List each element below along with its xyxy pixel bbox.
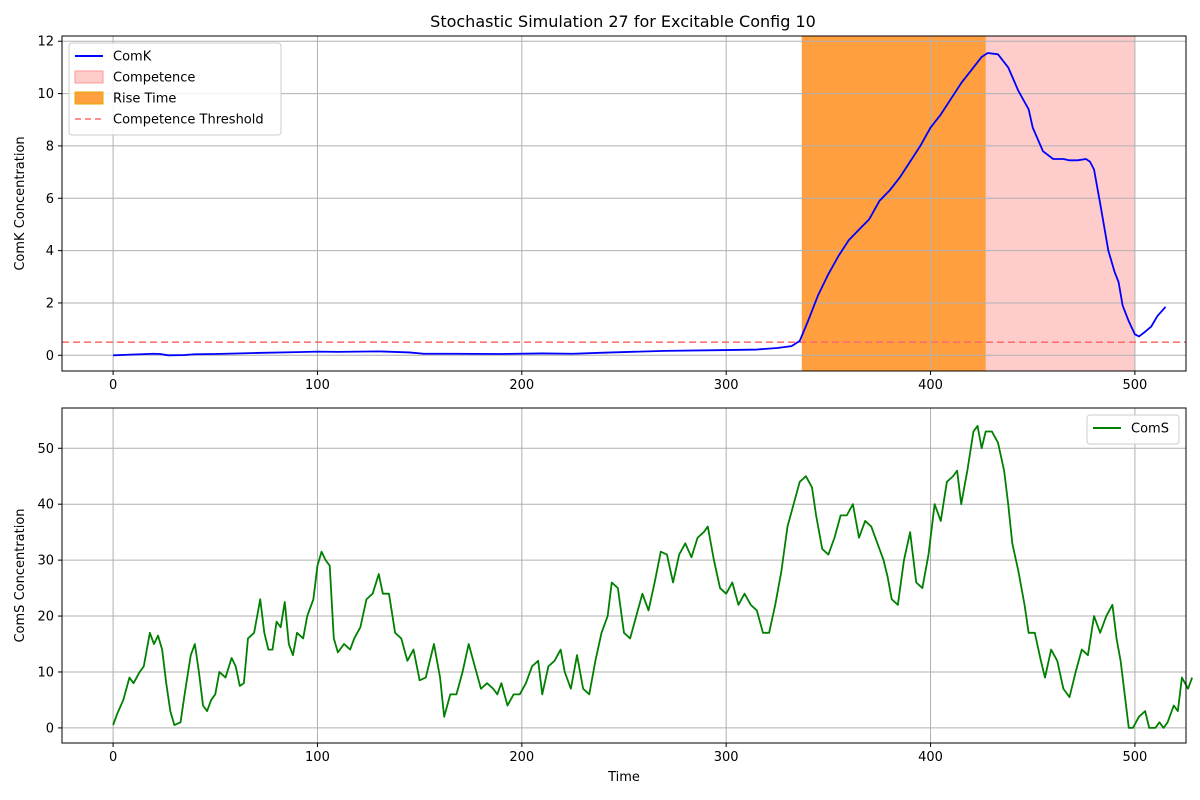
comk-x-tick-label: 100 <box>305 378 330 393</box>
coms-x-tick-label: 400 <box>918 750 943 765</box>
comk-legend-label-competence-threshold: Competence Threshold <box>113 113 264 128</box>
coms-x-tick-label: 500 <box>1122 750 1147 765</box>
coms-legend: ComS <box>1086 414 1180 445</box>
coms-y-tick-label: 50 <box>37 442 54 457</box>
comk-legend-label-rise-time: Rise Time <box>113 92 176 107</box>
comk-y-tick-label: 0 <box>46 349 54 364</box>
comk-series-line-comk <box>113 52 1167 357</box>
comk-x-tick-label: 0 <box>109 378 117 393</box>
chart-title: Stochastic Simulation 27 for Excitable C… <box>430 12 816 31</box>
comk-chart: 0 100 200 300 400 500 0 2 4 6 8 10 12 ComK Concentra… <box>13 35 1187 393</box>
comk-x-tick-label: 500 <box>1122 378 1147 393</box>
coms-chart: 0 100 200 300 400 500 0 10 20 30 40 50 ComS Concent… <box>13 407 1193 785</box>
comk-legend-swatch-competence <box>74 70 104 84</box>
comk-legend-label-comk: ComK <box>113 50 152 65</box>
x-axis-label: Time <box>607 770 640 785</box>
comk-legend-box <box>68 42 282 136</box>
coms-y-tick-label: 10 <box>37 665 54 680</box>
comk-y-tick-label: 4 <box>46 244 54 259</box>
coms-x-tick-label: 300 <box>714 750 739 765</box>
comk-x-tick-label: 200 <box>509 378 534 393</box>
coms-x-tick-label: 100 <box>305 750 330 765</box>
coms-y-tick-label: 20 <box>37 610 54 625</box>
coms-y-tick-label: 40 <box>37 498 54 513</box>
comk-legend-label-competence: Competence <box>113 71 195 86</box>
coms-y-axis-label: ComS Concentration <box>13 508 28 642</box>
coms-y-tick-label: 30 <box>37 554 54 569</box>
coms-y-tick-label: 0 <box>46 721 54 736</box>
coms-x-tick-label: 200 <box>509 750 534 765</box>
comk-y-tick-label: 12 <box>37 35 54 50</box>
comk-axes-frame <box>61 35 1187 372</box>
comk-legend-swatch-rise-time <box>74 91 104 105</box>
coms-x-tick-label: 0 <box>109 750 117 765</box>
coms-legend-box <box>1086 414 1180 445</box>
comk-y-tick-label: 8 <box>46 139 54 154</box>
coms-series-line-coms <box>112 425 1193 729</box>
comk-y-axis-label: ComK Concentration <box>13 136 28 270</box>
coms-legend-label-coms: ComS <box>1131 422 1169 437</box>
comk-y-tick-label: 2 <box>46 296 54 311</box>
comk-y-tick-label: 6 <box>46 192 54 207</box>
comk-y-tick-label: 10 <box>37 87 54 102</box>
comk-legend: ComK Competence Rise Time Competence Thresh… <box>68 42 282 136</box>
coms-axes-frame <box>61 407 1187 744</box>
comk-x-tick-label: 300 <box>714 378 739 393</box>
comk-x-tick-label: 400 <box>918 378 943 393</box>
